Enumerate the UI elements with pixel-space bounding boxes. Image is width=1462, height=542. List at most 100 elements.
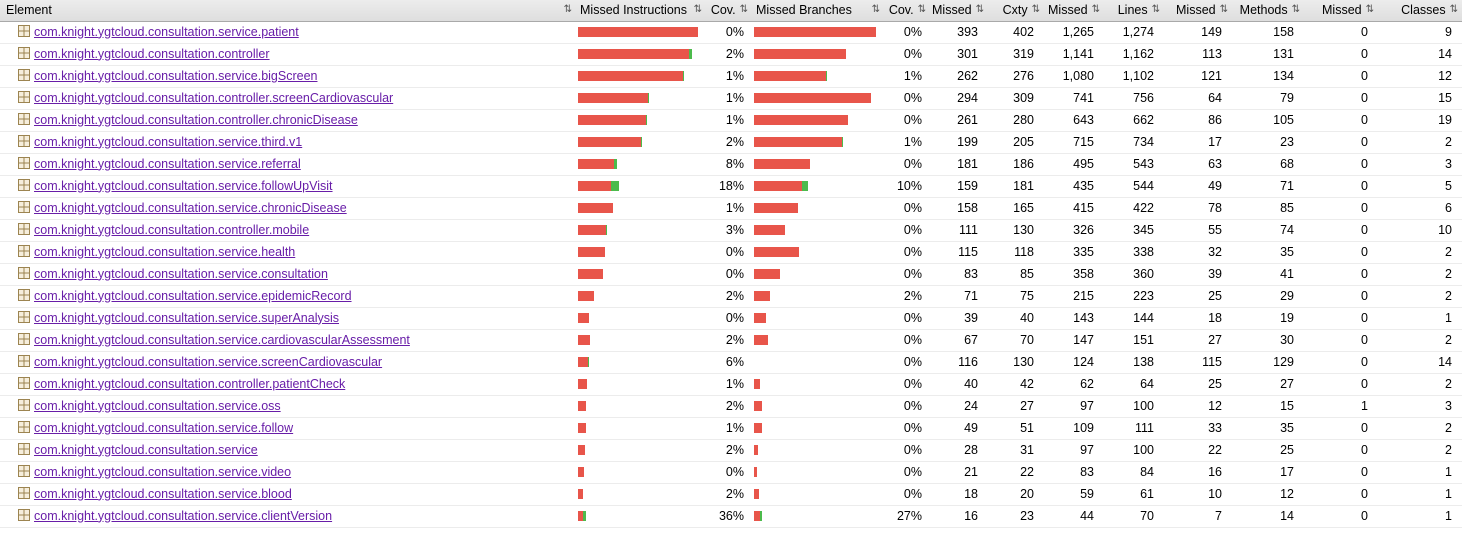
column-header-branches-coverage[interactable]: Cov. ⇅ (884, 0, 930, 22)
table-row: com.knight.ygtcloud.consultation.service… (0, 153, 1462, 176)
cxty-value: 186 (988, 153, 1044, 176)
sort-both-arrows-icon[interactable]: ⇅ (1151, 4, 1160, 16)
lines-value: 1,274 (1104, 21, 1164, 44)
missed-methods-value: 17 (1164, 131, 1232, 154)
column-header-cxty[interactable]: Cxty ⇅ (988, 0, 1044, 22)
missed-classes-value: 0 (1304, 329, 1378, 352)
branches-coverage-percent: 0% (884, 329, 930, 352)
package-link[interactable]: com.knight.ygtcloud.consultation.control… (34, 90, 394, 105)
coverage-table-header-row: Element ⇅ Missed Instructions ⇅ Cov. ⇅ Missed … (0, 0, 1462, 22)
methods-value: 19 (1232, 307, 1304, 330)
column-header-element[interactable]: Element ⇅ (0, 0, 576, 22)
branches-coverage-bar (754, 225, 880, 235)
classes-value: 19 (1378, 109, 1462, 132)
package-link[interactable]: com.knight.ygtcloud.consultation.service… (34, 310, 340, 325)
instructions-coverage-bar (578, 423, 702, 433)
column-header-missed-cxty[interactable]: Missed ⇅ (930, 0, 988, 22)
branches-bar-green-segment (842, 137, 843, 147)
package-link[interactable]: com.knight.ygtcloud.consultation.service… (34, 178, 333, 193)
package-link[interactable]: com.knight.ygtcloud.consultation.service… (34, 332, 410, 347)
branches-coverage-percent: 0% (884, 87, 930, 110)
column-header-missed-branches[interactable]: Missed Branches ⇅ (752, 0, 884, 22)
column-header-instructions-coverage[interactable]: Cov. ⇅ (706, 0, 752, 22)
missed-methods-value: 27 (1164, 329, 1232, 352)
package-icon (18, 266, 30, 282)
package-link[interactable]: com.knight.ygtcloud.consultation.control… (34, 222, 310, 237)
column-header-missed-methods[interactable]: Missed ⇅ (1164, 0, 1232, 22)
sort-both-arrows-icon[interactable]: ⇅ (1365, 4, 1374, 16)
cxty-value: 20 (988, 483, 1044, 506)
package-link[interactable]: com.knight.ygtcloud.consultation.control… (34, 112, 358, 127)
missed-lines-value: 326 (1044, 219, 1104, 242)
instructions-coverage-percent: 1% (706, 373, 752, 396)
missed-instructions-cell (576, 153, 706, 176)
package-link[interactable]: com.knight.ygtcloud.consultation.service… (34, 24, 299, 39)
package-link[interactable]: com.knight.ygtcloud.consultation.service… (34, 486, 292, 501)
package-link[interactable]: com.knight.ygtcloud.consultation.service… (34, 398, 281, 413)
branches-bar-red-segment (754, 93, 871, 103)
package-link[interactable]: com.knight.ygtcloud.consultation.service… (34, 134, 303, 149)
sort-both-arrows-icon[interactable]: ⇅ (1291, 4, 1300, 16)
package-link[interactable]: com.knight.ygtcloud.consultation.control… (34, 46, 270, 61)
branches-bar-red-segment (754, 423, 762, 433)
branches-coverage-percent: 0% (884, 241, 930, 264)
cxty-value: 402 (988, 21, 1044, 44)
sort-both-arrows-icon[interactable]: ⇅ (871, 4, 880, 16)
element-cell: com.knight.ygtcloud.consultation.service… (0, 329, 576, 352)
package-link[interactable]: com.knight.ygtcloud.consultation.service… (34, 420, 294, 435)
missed-methods-value: 113 (1164, 43, 1232, 66)
instructions-coverage-percent: 8% (706, 153, 752, 176)
classes-value: 1 (1378, 483, 1462, 506)
instructions-bar-green-segment (683, 71, 684, 81)
column-header-label: Missed (1048, 3, 1088, 18)
missed-branches-cell (752, 87, 884, 110)
sort-both-arrows-icon[interactable]: ⇅ (1091, 4, 1100, 16)
missed-classes-value: 0 (1304, 65, 1378, 88)
column-header-methods[interactable]: Methods ⇅ (1232, 0, 1304, 22)
package-link[interactable]: com.knight.ygtcloud.consultation.control… (34, 376, 346, 391)
package-link[interactable]: com.knight.ygtcloud.consultation.service… (34, 508, 333, 523)
methods-value: 12 (1232, 483, 1304, 506)
package-link[interactable]: com.knight.ygtcloud.consultation.service… (34, 156, 301, 171)
table-row: com.knight.ygtcloud.consultation.service… (0, 505, 1462, 528)
package-link[interactable]: com.knight.ygtcloud.consultation.service… (34, 354, 383, 369)
classes-value: 2 (1378, 373, 1462, 396)
lines-value: 100 (1104, 439, 1164, 462)
package-link[interactable]: com.knight.ygtcloud.consultation.service… (34, 68, 318, 83)
branches-coverage-percent: 0% (884, 21, 930, 44)
package-link[interactable]: com.knight.ygtcloud.consultation.service… (34, 266, 328, 281)
missed-classes-value: 0 (1304, 109, 1378, 132)
package-link[interactable]: com.knight.ygtcloud.consultation.service… (34, 464, 292, 479)
sort-both-arrows-icon[interactable]: ⇅ (975, 4, 984, 16)
missed-lines-value: 1,080 (1044, 65, 1104, 88)
sort-both-arrows-icon[interactable]: ⇅ (1449, 4, 1458, 16)
package-link[interactable]: com.knight.ygtcloud.consultation.service… (34, 288, 352, 303)
branches-coverage-bar (754, 71, 880, 81)
column-header-missed-instructions[interactable]: Missed Instructions ⇅ (576, 0, 706, 22)
element-cell: com.knight.ygtcloud.consultation.service… (0, 285, 576, 308)
element-cell: com.knight.ygtcloud.consultation.service… (0, 263, 576, 286)
classes-value: 3 (1378, 153, 1462, 176)
missed-lines-value: 143 (1044, 307, 1104, 330)
package-link[interactable]: com.knight.ygtcloud.consultation.service (34, 442, 258, 457)
package-link[interactable]: com.knight.ygtcloud.consultation.service… (34, 200, 347, 215)
sort-both-arrows-icon[interactable]: ⇅ (693, 4, 702, 16)
column-header-lines[interactable]: Lines ⇅ (1104, 0, 1164, 22)
column-header-classes[interactable]: Classes ⇅ (1378, 0, 1462, 22)
sort-both-arrows-icon[interactable]: ⇅ (563, 4, 572, 16)
sort-both-arrows-icon[interactable]: ⇅ (739, 4, 748, 16)
instructions-coverage-bar (578, 357, 702, 367)
missed-instructions-cell (576, 263, 706, 286)
methods-value: 23 (1232, 131, 1304, 154)
sort-both-arrows-icon[interactable]: ⇅ (1219, 4, 1228, 16)
missed-branches-cell (752, 285, 884, 308)
column-header-missed-classes[interactable]: Missed ⇅ (1304, 0, 1378, 22)
missed-cxty-value: 301 (930, 43, 988, 66)
package-link[interactable]: com.knight.ygtcloud.consultation.service… (34, 244, 296, 259)
sort-both-arrows-icon[interactable]: ⇅ (1031, 4, 1040, 16)
column-header-missed-lines[interactable]: Missed ⇅ (1044, 0, 1104, 22)
sort-both-arrows-icon[interactable]: ⇅ (917, 4, 926, 16)
column-header-label: Classes (1401, 3, 1446, 18)
instructions-bar-green-segment (641, 137, 642, 147)
methods-value: 134 (1232, 65, 1304, 88)
